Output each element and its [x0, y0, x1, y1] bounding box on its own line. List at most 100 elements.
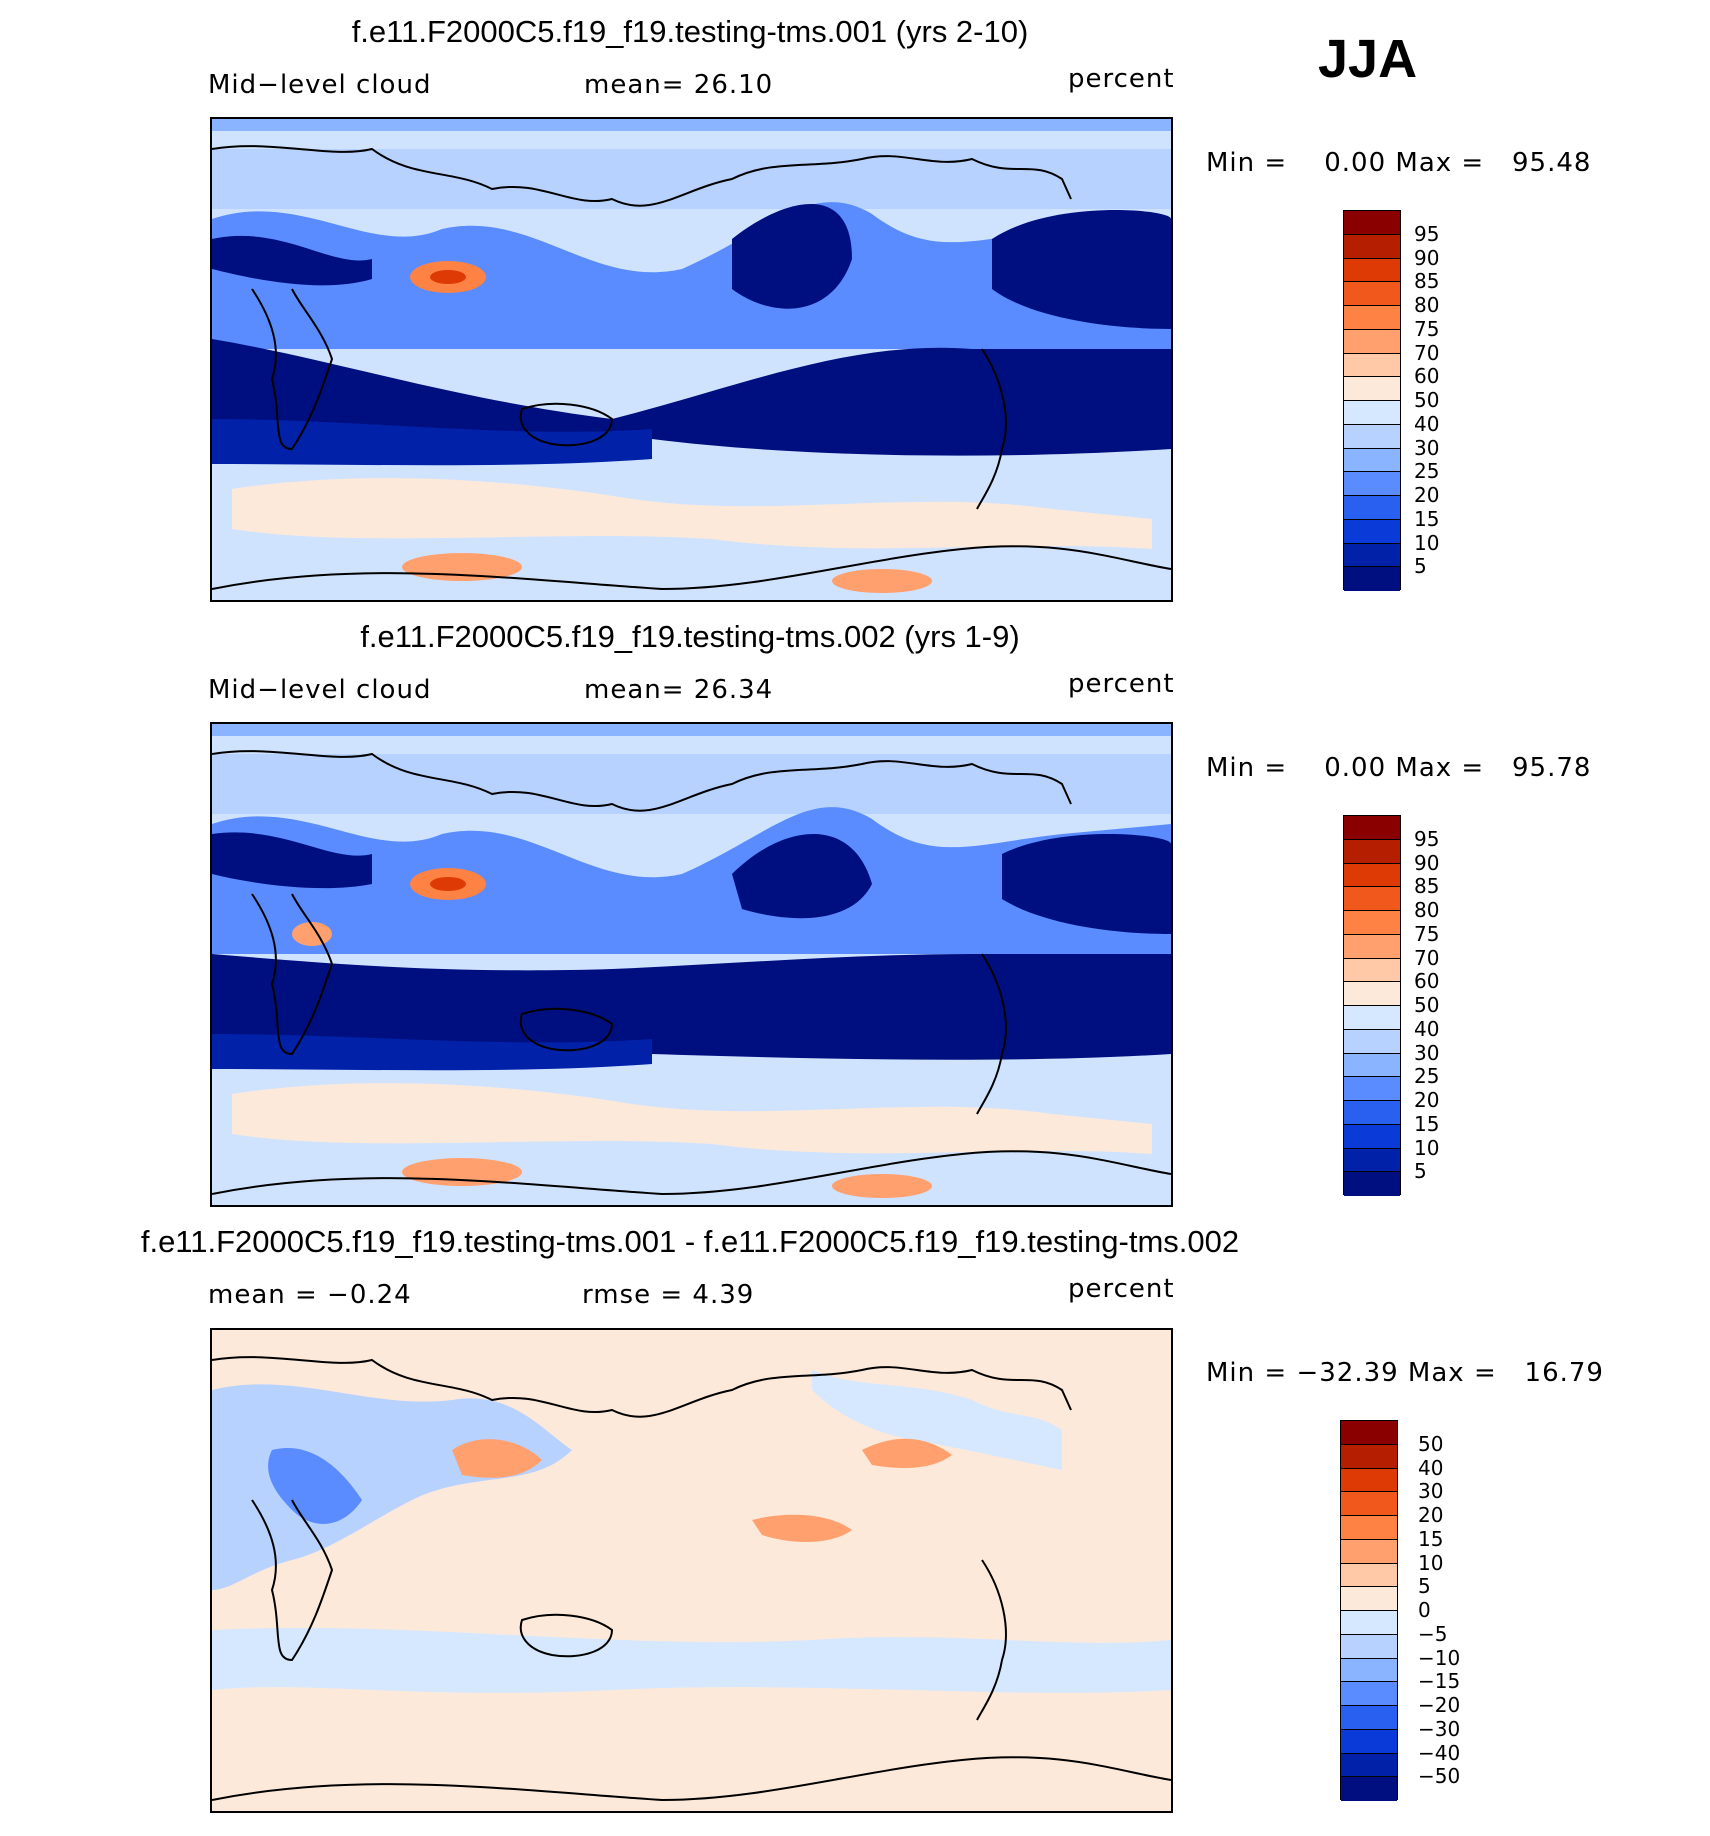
colorbar-tick-label: 15: [1414, 506, 1440, 531]
colorbar-swatch: [1344, 448, 1400, 473]
panel-1-title: f.e11.F2000C5.f19_f19.testing-tms.001 (y…: [351, 14, 1029, 49]
southern-storm-edge: [212, 1034, 652, 1071]
tibet-high-spot-core: [430, 877, 466, 891]
southern-storm-edge: [212, 419, 652, 466]
colorbar-swatch: [1344, 958, 1400, 983]
east-asia-positive-spot: [452, 1439, 542, 1478]
colorbar-swatch: [1344, 329, 1400, 354]
panel-2-mean-label: mean= 26.34: [584, 675, 774, 705]
colorbar-tick-label: 90: [1414, 850, 1440, 875]
panel-2-colorbar: [1343, 815, 1401, 1196]
north-atlantic-cloud-core: [992, 210, 1171, 329]
colorbar-swatch: [1344, 839, 1400, 864]
colorbar-swatch: [1344, 353, 1400, 378]
colorbar-swatch: [1344, 211, 1400, 235]
colorbar-tick-label: 50: [1418, 1431, 1444, 1456]
season-label: JJA: [1318, 29, 1418, 89]
panel-3-title: f.e11.F2000C5.f19_f19.testing-tms.001 - …: [140, 1224, 1240, 1259]
north-coastline: [212, 1356, 1072, 1418]
colorbar-swatch: [1344, 863, 1400, 888]
south-america-coastline: [976, 348, 1007, 510]
panel-1-map-plot: [212, 119, 1171, 600]
colorbar-tick-label: 30: [1414, 1040, 1440, 1065]
panel-2-units-label: percent: [1068, 669, 1175, 699]
colorbar-tick-label: 5: [1414, 1159, 1427, 1184]
colorbar-swatch: [1344, 1077, 1400, 1101]
colorbar-swatch: [1344, 377, 1400, 401]
northern-midlat-band: [212, 754, 1171, 814]
colorbar-swatch: [1341, 1492, 1397, 1516]
colorbar-swatch: [1344, 934, 1400, 959]
colorbar-tick-label: 60: [1414, 364, 1440, 389]
north-atlantic-positive-spot: [862, 1438, 952, 1468]
arctic-band: [212, 119, 1171, 131]
antarctica-coastline: [212, 1150, 1171, 1196]
arctic-band: [212, 724, 1171, 736]
colorbar-swatch: [1344, 887, 1400, 911]
colorbar-tick-label: 20: [1414, 483, 1440, 507]
panel-1-map: [210, 117, 1173, 602]
colorbar-tick-label: −10: [1418, 1645, 1461, 1670]
colorbar-swatch: [1344, 1148, 1400, 1173]
colorbar-tick-label: 95: [1414, 221, 1440, 246]
south-america-coastline: [976, 953, 1007, 1115]
colorbar-tick-label: 80: [1414, 898, 1440, 922]
southern-ocean-band: [232, 478, 1152, 549]
australia-coastline: [519, 1613, 614, 1658]
africa-coastline: [251, 1499, 334, 1662]
colorbar-tick-label: 5: [1418, 1574, 1431, 1599]
south-america-coastline: [976, 1559, 1007, 1721]
antarctic-high-spot-east: [832, 569, 932, 593]
colorbar-swatch: [1344, 1124, 1400, 1149]
australia-coastline: [519, 402, 614, 447]
panel-3-rmse-label: rmse = 4.39: [582, 1280, 755, 1310]
north-coastline: [212, 145, 1072, 207]
europe-cloud-core: [212, 832, 372, 889]
eurasia-negative-region: [212, 1384, 572, 1590]
colorbar-swatch: [1344, 911, 1400, 935]
colorbar-swatch: [1344, 543, 1400, 568]
colorbar-tick-label: 40: [1414, 1016, 1440, 1041]
panel-1-variable-label: Mid−level cloud: [208, 70, 432, 100]
colorbar-tick-label: 10: [1414, 530, 1440, 555]
colorbar-swatch: [1341, 1634, 1397, 1659]
southern-ocean-band: [232, 1083, 1152, 1154]
colorbar-tick-label: 85: [1414, 269, 1440, 294]
panel-3-mean-label: mean = −0.24: [208, 1280, 412, 1310]
colorbar-swatch: [1341, 1658, 1397, 1683]
colorbar-swatch: [1341, 1468, 1397, 1493]
colorbar-swatch: [1344, 234, 1400, 259]
colorbar-tick-label: 10: [1414, 1135, 1440, 1160]
colorbar-swatch: [1344, 1006, 1400, 1030]
colorbar-tick-label: 20: [1414, 1088, 1440, 1112]
north-pacific-cloud-core: [732, 834, 872, 919]
panel-3-map: [210, 1328, 1173, 1813]
southern-storm-track: [212, 339, 1171, 456]
colorbar-tick-label: 40: [1414, 411, 1440, 436]
colorbar-tick-label: 85: [1414, 874, 1440, 899]
panel-1-minmax: Min = 0.00 Max = 95.48: [1206, 148, 1592, 178]
africa-coastline: [251, 288, 334, 451]
colorbar-swatch: [1344, 496, 1400, 520]
colorbar-tick-label: 30: [1418, 1479, 1444, 1504]
north-atlantic-cloud-core: [1002, 834, 1171, 934]
panel-3-colorbar: [1340, 1420, 1398, 1801]
north-coastline: [212, 750, 1072, 812]
colorbar-swatch: [1344, 1101, 1400, 1125]
colorbar-tick-label: −20: [1418, 1693, 1461, 1717]
panel-1-colorbar: [1343, 210, 1401, 591]
colorbar-tick-label: 25: [1414, 459, 1440, 484]
panel-2-map-plot: [212, 724, 1171, 1205]
colorbar-tick-label: 95: [1414, 826, 1440, 851]
colorbar-tick-label: 75: [1414, 921, 1440, 946]
colorbar-tick-label: 60: [1414, 969, 1440, 994]
africa-coastline: [251, 893, 334, 1056]
colorbar-swatch: [1341, 1516, 1397, 1540]
colorbar-swatch: [1341, 1563, 1397, 1588]
colorbar-swatch: [1341, 1729, 1397, 1754]
colorbar-tick-label: 80: [1414, 293, 1440, 317]
northern-midlat-band: [212, 149, 1171, 209]
colorbar-swatch: [1344, 282, 1400, 306]
antarctica-coastline: [212, 1756, 1171, 1802]
colorbar-tick-label: 5: [1414, 554, 1427, 579]
